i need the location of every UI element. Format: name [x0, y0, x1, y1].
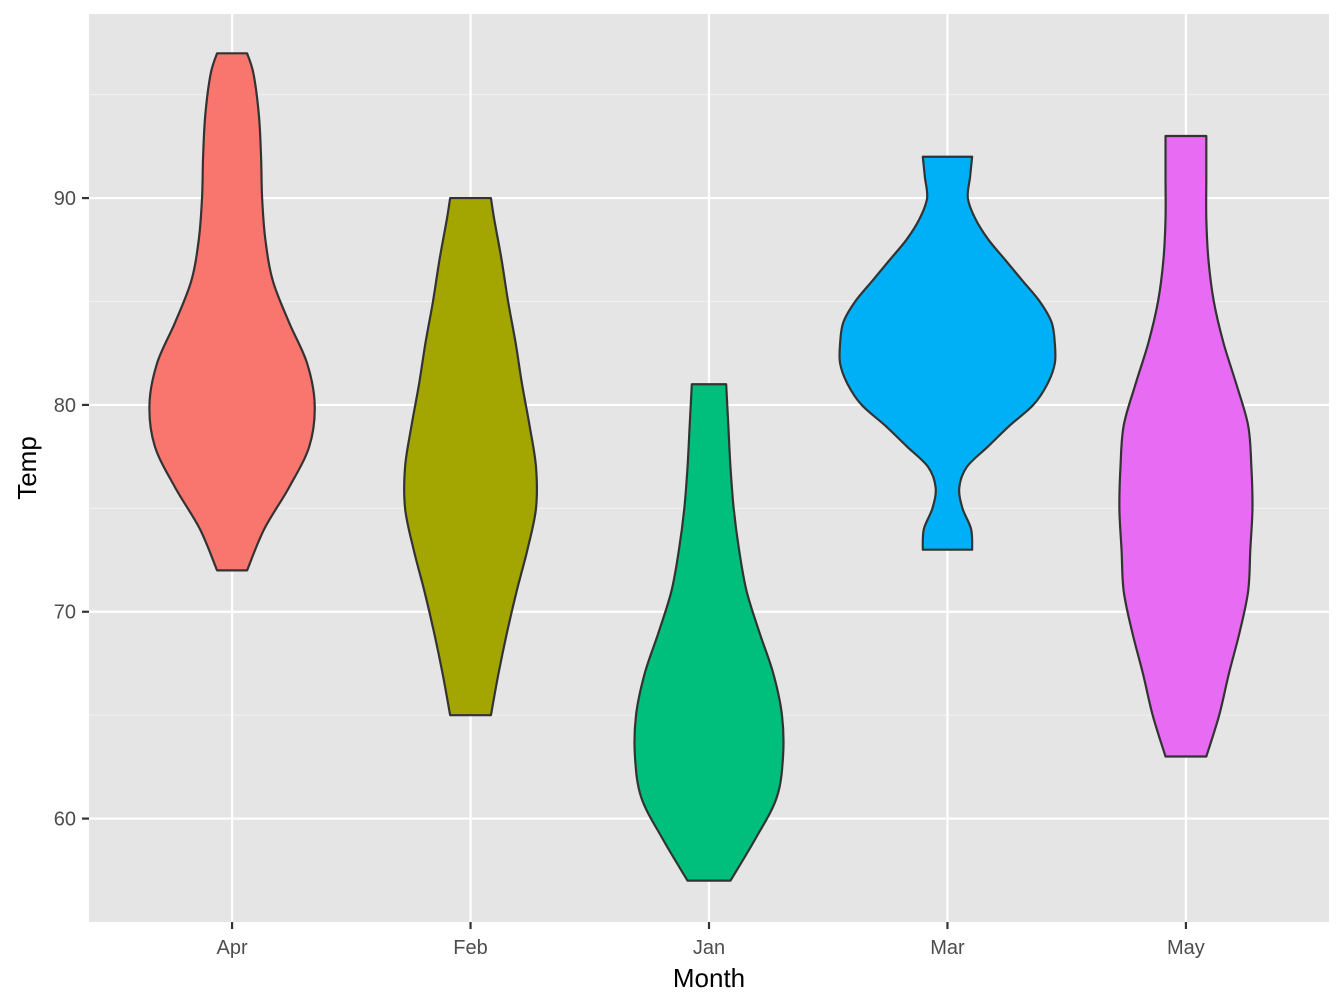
violin-may — [1118, 134, 1254, 758]
y-tick-label: 70 — [54, 602, 76, 624]
x-tick-label-jan: Jan — [693, 937, 725, 959]
y-tick-label: 90 — [54, 188, 76, 210]
x-tick-label-apr: Apr — [217, 937, 248, 959]
violin-apr — [148, 52, 316, 572]
x-axis-title: Month — [673, 963, 745, 993]
violin-feb — [403, 196, 539, 717]
y-axis: 60 70 80 90 — [54, 188, 89, 831]
y-tick-label: 80 — [54, 395, 76, 417]
x-tick-label-mar: Mar — [930, 937, 965, 959]
y-tick-label: 60 — [54, 809, 76, 831]
y-axis-title: Temp — [12, 436, 42, 500]
violins-group — [148, 52, 1254, 882]
x-tick-label-feb: Feb — [453, 937, 487, 959]
violin-mar — [838, 155, 1057, 551]
violin-jan — [633, 383, 785, 882]
x-axis: Apr Feb Jan Mar May — [217, 922, 1205, 959]
x-tick-label-may: May — [1167, 937, 1205, 959]
